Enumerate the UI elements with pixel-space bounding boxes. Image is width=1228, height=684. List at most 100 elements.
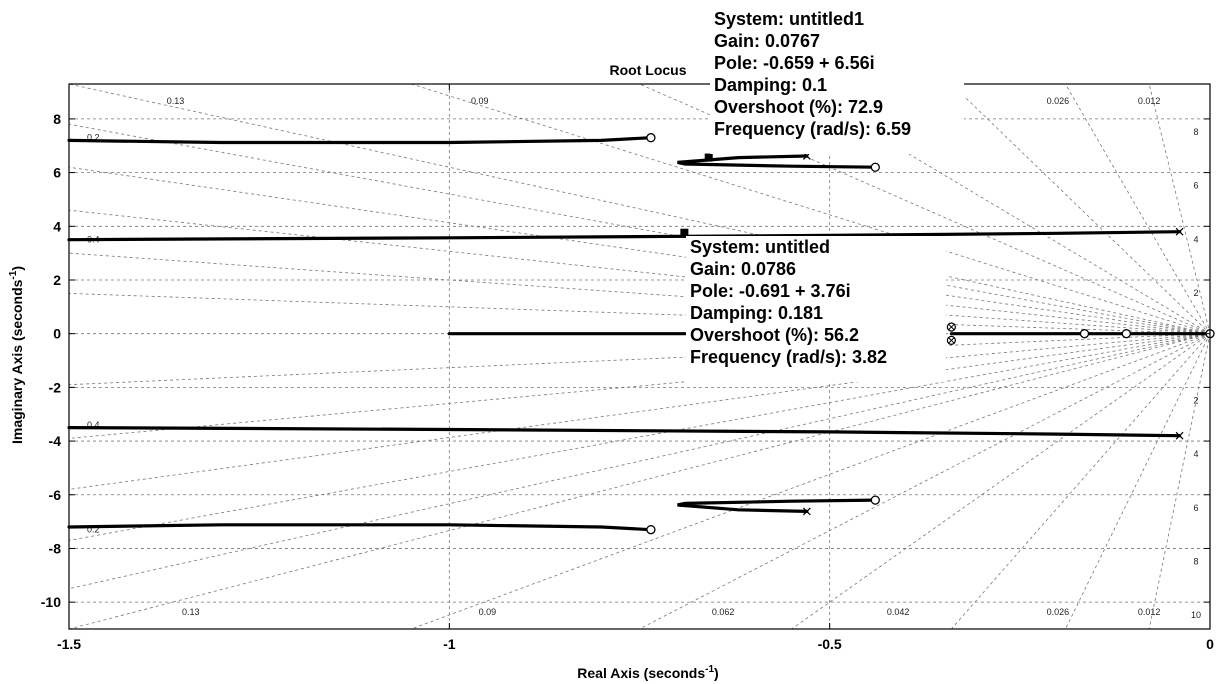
damping-grid-line	[69, 209, 1210, 335]
damping-grid-line	[69, 333, 1210, 490]
zero-marker	[870, 162, 880, 172]
damping-grid-line	[1148, 84, 1210, 334]
damping-grid-line	[69, 333, 1210, 541]
frequency-label: 8	[1193, 556, 1198, 566]
x-tick-label: -1.5	[57, 636, 81, 652]
damping-label: 0.012	[1138, 607, 1161, 617]
locus-branch	[67, 523, 653, 532]
damping-grid-line	[69, 123, 1210, 335]
damping-label: 0.042	[887, 607, 910, 617]
damping-label: 0.026	[1047, 96, 1070, 106]
frequency-label: 6	[1193, 503, 1198, 513]
y-axis-title: Imaginary Axis (seconds-1)	[8, 266, 25, 444]
datatip-line: System: untitled1	[714, 9, 865, 29]
pole-marker	[1175, 227, 1184, 236]
damping-grid-line	[411, 333, 1210, 629]
y-tick-label: -6	[49, 487, 62, 503]
y-tick-label: -2	[49, 379, 62, 395]
locus-branch	[67, 136, 653, 145]
datatip-untitled[interactable]: System: untitled Gain: 0.0786 Pole: -0.6…	[686, 236, 946, 382]
zero-marker	[646, 133, 656, 143]
zero-marker	[870, 495, 880, 505]
chart-title: Root Locus	[610, 62, 687, 78]
y-tick-label: -10	[41, 594, 61, 610]
locus-branch	[67, 426, 1182, 438]
datatip-line: Pole: -0.691 + 3.76i	[690, 281, 851, 301]
frequency-label: 6	[1193, 181, 1198, 191]
datatip-line: Gain: 0.0767	[714, 31, 821, 51]
y-tick-label: -4	[49, 433, 62, 449]
pole-marker	[802, 507, 811, 516]
damping-grid-line	[791, 333, 1210, 629]
frequency-label: 10	[1191, 610, 1201, 620]
damping-grid-line	[69, 166, 1210, 335]
x-tick-label: -0.5	[818, 636, 842, 652]
x-tick-label: -1	[443, 636, 456, 652]
x-tick-label: 0	[1206, 636, 1214, 652]
x-axis-title: Real Axis (seconds-1)	[577, 664, 718, 681]
y-tick-label: 0	[53, 326, 61, 342]
damping-grid-line	[1148, 333, 1210, 629]
damping-grid-line	[69, 252, 1210, 335]
damping-grid-line	[69, 333, 1210, 629]
marker-layer	[646, 133, 1215, 535]
damping-label: 0.09	[479, 607, 497, 617]
damping-grid-line	[951, 333, 1210, 629]
locus-branch	[677, 154, 877, 169]
datatip-line: Frequency (rad/s): 6.59	[714, 119, 912, 139]
damping-grid-line	[411, 84, 1210, 335]
locus-branch	[677, 498, 877, 513]
damping-label: 0.13	[182, 607, 200, 617]
y-tick-label: 4	[53, 218, 61, 234]
datatip-anchor	[704, 153, 713, 162]
zero-marker	[1121, 329, 1131, 339]
frequency-label: 4	[1193, 234, 1198, 244]
zero-marker	[646, 525, 656, 535]
damping-label: 0.09	[471, 96, 489, 106]
frequency-label: 2	[1193, 288, 1198, 298]
datatip-line: Pole: -0.659 + 6.56i	[714, 53, 875, 73]
y-tick-label: 2	[53, 272, 61, 288]
locus-branch	[67, 230, 1182, 242]
damping-label: 0.012	[1138, 96, 1161, 106]
datatip-line: Frequency (rad/s): 3.82	[690, 347, 888, 367]
damping-label: 0.2	[87, 525, 100, 535]
grid-layer: 0.13 0.09 0.026 0.012 0.13 0.09 0.062 0.042 0.02…	[69, 84, 1210, 629]
damping-label: 0.4	[87, 420, 100, 430]
datatip-line: Gain: 0.0786	[690, 259, 797, 279]
frequency-label: 4	[1193, 449, 1198, 459]
damping-grid-line	[639, 333, 1210, 629]
frequency-label: 8	[1193, 127, 1198, 137]
y-tick-label: -8	[49, 540, 62, 556]
damping-label: 0.13	[167, 96, 185, 106]
damping-grid-line	[69, 333, 1210, 439]
damping-grid-line	[69, 293, 1210, 335]
pole-zero-cross	[948, 337, 955, 344]
plot-frame	[68, 83, 1211, 630]
zero-marker	[1079, 329, 1090, 339]
tick-layer: -1.5 -1 -0.5 0 8 6 4 2 0 -2 -4 -6 -8 -10	[41, 84, 1214, 652]
damping-grid-line	[69, 333, 1210, 386]
damping-label: 0.026	[1047, 607, 1070, 617]
damping-grid-line	[1065, 84, 1210, 334]
datatip-line: Damping: 0.181	[690, 303, 824, 323]
datatip-line: Overshoot (%): 72.9	[714, 97, 884, 117]
datatip-line: Damping: 0.1	[714, 75, 828, 95]
damping-label: 0.2	[87, 133, 100, 143]
damping-grid-line	[69, 84, 1210, 335]
y-tick-label: 8	[53, 111, 61, 127]
damping-grid-line	[1065, 333, 1210, 629]
damping-grid-line	[951, 84, 1210, 334]
datatip-untitled1[interactable]: System: untitled1 Gain: 0.0767 Pole: -0.…	[710, 8, 964, 154]
pole-marker	[1175, 431, 1184, 440]
damping-label: 0.062	[712, 607, 735, 617]
datatip-line: System: untitled	[690, 237, 831, 257]
y-tick-label: 6	[53, 165, 61, 181]
series-layer	[67, 136, 1212, 532]
datatip-line: Overshoot (%): 56.2	[690, 325, 860, 345]
pole-zero-cross	[948, 323, 955, 331]
frequency-label: 2	[1193, 395, 1198, 405]
damping-grid-line	[69, 333, 1210, 590]
datatip-anchor	[680, 228, 689, 237]
